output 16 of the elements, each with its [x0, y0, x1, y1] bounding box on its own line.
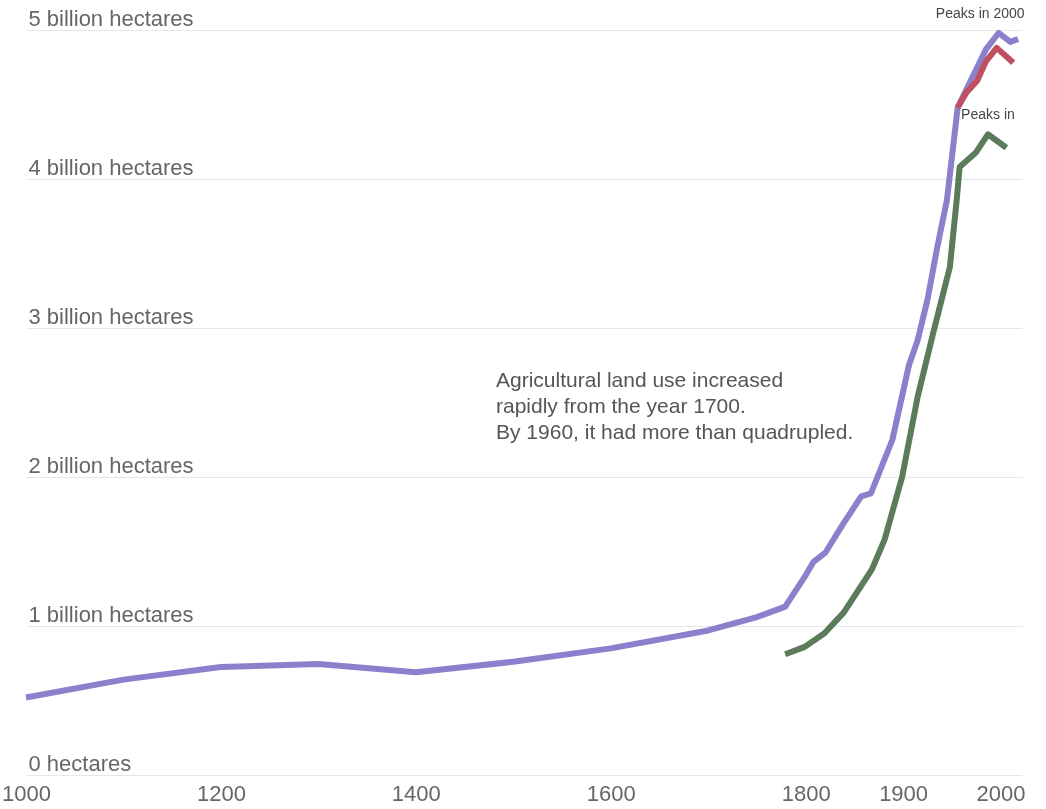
x-tick-label: 1900	[879, 780, 929, 806]
x-tick-label: 1600	[586, 780, 636, 806]
y-tick-label: 0 hectares	[28, 750, 132, 776]
x-tick-label: 1400	[391, 780, 441, 806]
y-tick-label: 5 billion hectares	[28, 5, 194, 31]
y-tick-label: 1 billion hectares	[28, 601, 194, 627]
annotation: Agricultural land use increased rapidly from the year 1700. By 1960, it had more than quadrupled.	[496, 368, 854, 443]
annotation: Peaks in	[961, 106, 1015, 123]
annotation: Peaks in 2000	[935, 4, 1025, 21]
x-tick-label: 1200	[196, 780, 246, 806]
x-tick-label: 1000	[2, 780, 51, 806]
y-tick-label: 2 billion hectares	[28, 452, 194, 478]
x-tick-label: 2000	[976, 780, 1026, 806]
x-tick-label: 1800	[781, 780, 831, 806]
y-tick-label: 4 billion hectares	[28, 154, 194, 180]
y-tick-label: 3 billion hectares	[28, 303, 194, 329]
